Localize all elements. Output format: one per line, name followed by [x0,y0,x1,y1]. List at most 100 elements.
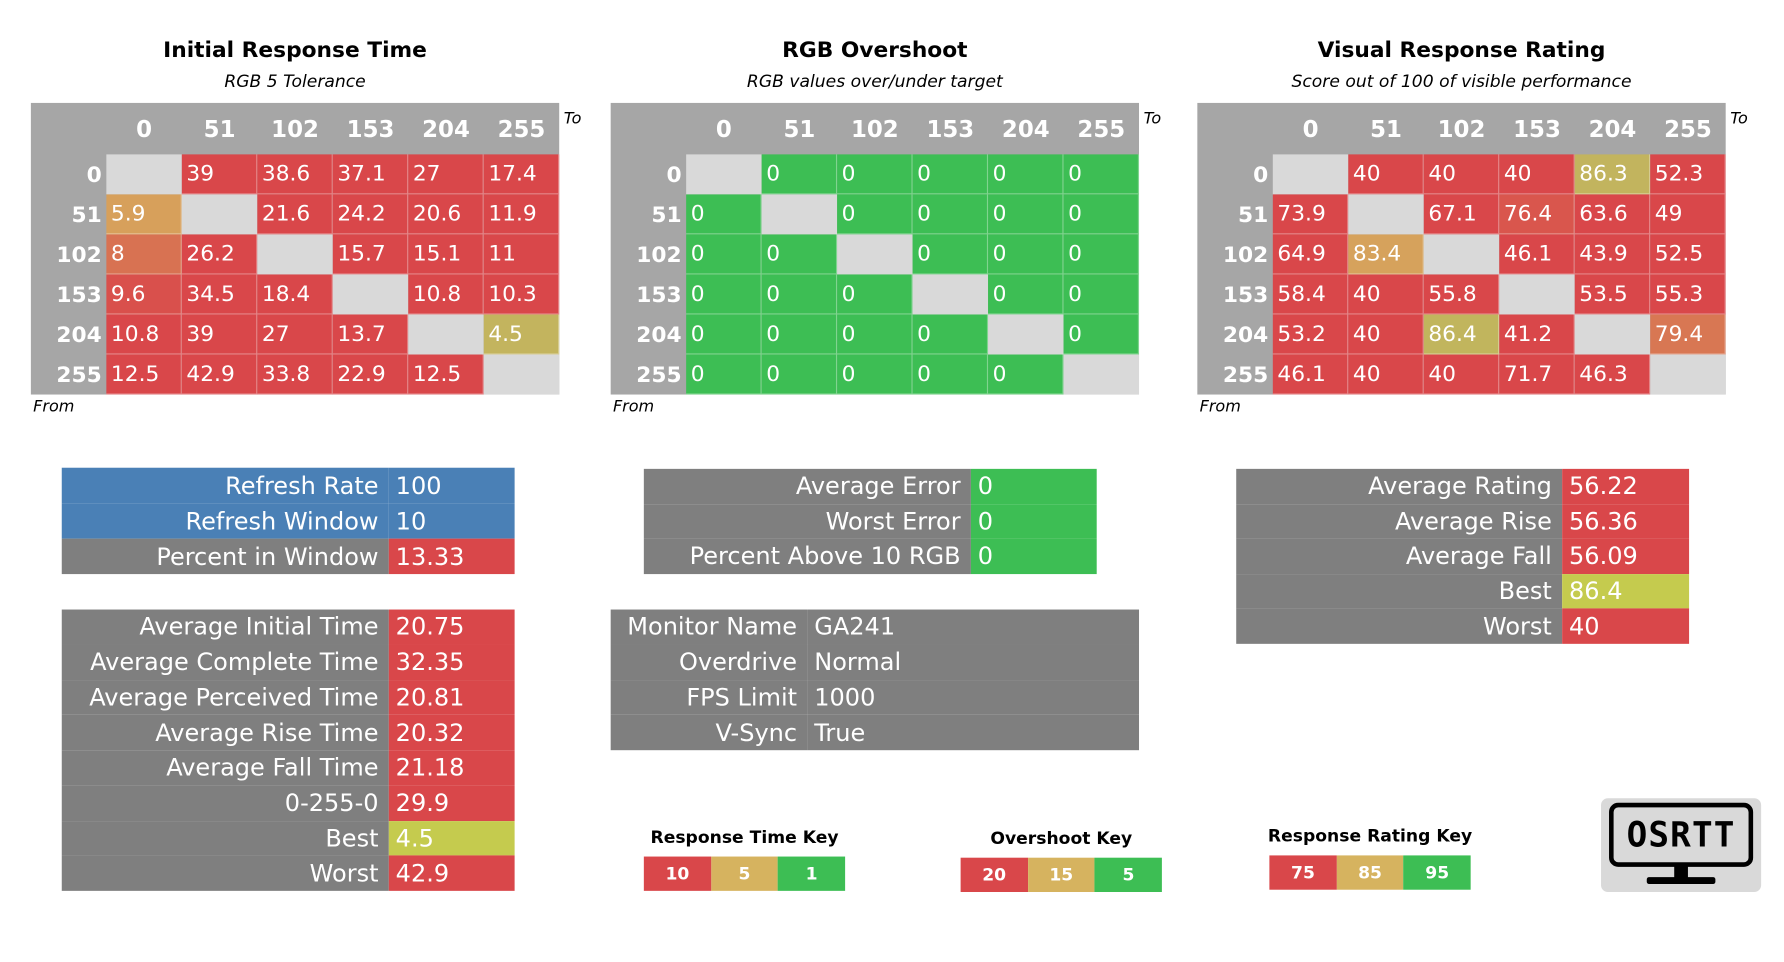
matrix-cell: 0 [837,314,913,355]
matrix-cell: 26.2 [181,234,258,275]
row-header: 204 [56,321,102,348]
panel-value: 1000 [807,679,1140,716]
panel-value: 10 [388,503,515,539]
logo: OSRTT [1601,798,1762,893]
matrix-subtitle: RGB values over/under target [746,70,1003,92]
panel-label: 0-255-0 [61,785,389,821]
panel-label: Average Fall Time [61,750,389,786]
matrix-cell: 0 [686,314,762,355]
matrix-cell: 55.8 [1423,274,1500,315]
matrix-cell: 55.3 [1650,274,1726,315]
logo-monitor [1609,802,1754,884]
matrix-cell: 83.4 [1348,234,1424,275]
matrix-cell: 0 [912,234,989,275]
matrix-cell: 58.4 [1272,274,1349,315]
matrix-cell: 5.9 [106,194,182,235]
panel-value: 42.9 [388,855,515,891]
matrix-cell: 46.1 [1499,234,1575,275]
panel-value: 20.75 [388,609,515,645]
column-header: 102 [1437,114,1486,143]
panel-value: 20.81 [388,679,515,716]
matrix-cell: 53.2 [1272,314,1349,355]
key-step: 5 [1094,857,1162,893]
panel-value: 86.4 [1562,573,1690,609]
row-header: 102 [56,241,102,268]
column-header: 204 [422,114,470,143]
matrix-cell: 15.7 [332,234,409,275]
panel-label: Monitor Name [610,609,808,645]
panel-label: Percent Above 10 RGB [643,538,971,574]
panel-label: Average Error [643,468,971,504]
diagonal-cell [988,314,1064,355]
matrix-cell: 0 [1063,154,1140,195]
matrix-cell: 41.2 [1499,314,1575,355]
diagonal-cell [1499,274,1575,315]
diagonal-cell [1423,234,1500,275]
row-header: 51 [1237,201,1269,228]
key-step: 85 [1336,855,1404,890]
column-header: 204 [1588,114,1637,143]
axis-from: From [1199,397,1241,417]
row-header: 204 [636,321,682,348]
matrix-cell: 15.1 [408,234,484,275]
panel-label: FPS Limit [610,679,808,716]
matrix-cell: 40 [1348,274,1424,315]
matrix-cell: 40 [1348,154,1424,195]
matrix-cell: 0 [912,354,989,395]
diagonal-cell [181,194,258,235]
matrix-cell: 0 [1063,194,1140,235]
matrix-cell: 42.9 [181,354,258,395]
panel-value: 40 [1562,608,1690,644]
matrix-cell: 0 [686,194,762,235]
matrix-cell: 40 [1499,154,1575,195]
matrix-cell: 67.1 [1423,194,1500,235]
matrix-cell: 71.7 [1499,354,1575,395]
column-header: 153 [926,114,975,143]
panel-value: 21.18 [388,750,515,786]
diagonal-cell [257,234,333,275]
key-title: Response Rating Key [1267,825,1473,847]
diagonal-cell [686,154,762,195]
key-step: 75 [1269,855,1337,890]
matrix-cell: 46.3 [1574,354,1651,395]
matrix-cell: 4.5 [483,314,560,355]
panel-label: Percent in Window [61,538,389,575]
axis-to: To [563,109,582,129]
matrix-cell: 40 [1423,154,1500,195]
panel-value: 0 [970,538,1097,574]
matrix-cell: 0 [912,154,989,195]
panel-label: Average Complete Time [61,644,389,680]
panel-label: Average Rating [1236,468,1563,504]
matrix-cell: 52.5 [1650,234,1726,275]
row-header: 204 [1222,321,1269,348]
matrix-cell: 8 [106,234,182,275]
matrix-title: RGB Overshoot [782,37,968,63]
panel-value: 100 [388,467,515,504]
panel-label: Best [61,820,389,856]
matrix-cell: 0 [686,234,762,275]
matrix-cell: 0 [988,274,1064,315]
row-header: 255 [636,361,682,388]
matrix-title: Initial Response Time [163,37,427,63]
panel-label: Average Initial Time [61,609,389,645]
matrix-cell: 0 [988,194,1064,235]
panel-label: Best [1236,573,1563,609]
matrix-cell: 0 [686,354,762,395]
matrix-cell: 0 [761,354,838,395]
column-header: 0 [1302,114,1319,143]
matrix-cell: 9.6 [106,274,182,315]
panel-value: 56.36 [1562,503,1690,539]
matrix-cell: 79.4 [1650,314,1726,355]
column-header: 255 [497,114,546,143]
logo-text: OSRTT [1626,814,1736,855]
row-header: 255 [56,361,102,388]
matrix-cell: 27 [408,154,484,195]
panel-value: 56.22 [1562,468,1690,504]
matrix-cell: 0 [1063,234,1140,275]
column-header: 255 [1664,114,1712,143]
diagonal-cell [837,234,913,275]
matrix-cell: 27 [257,314,333,355]
panel-value: 56.09 [1562,538,1690,574]
panel-label: Worst [1236,608,1563,644]
